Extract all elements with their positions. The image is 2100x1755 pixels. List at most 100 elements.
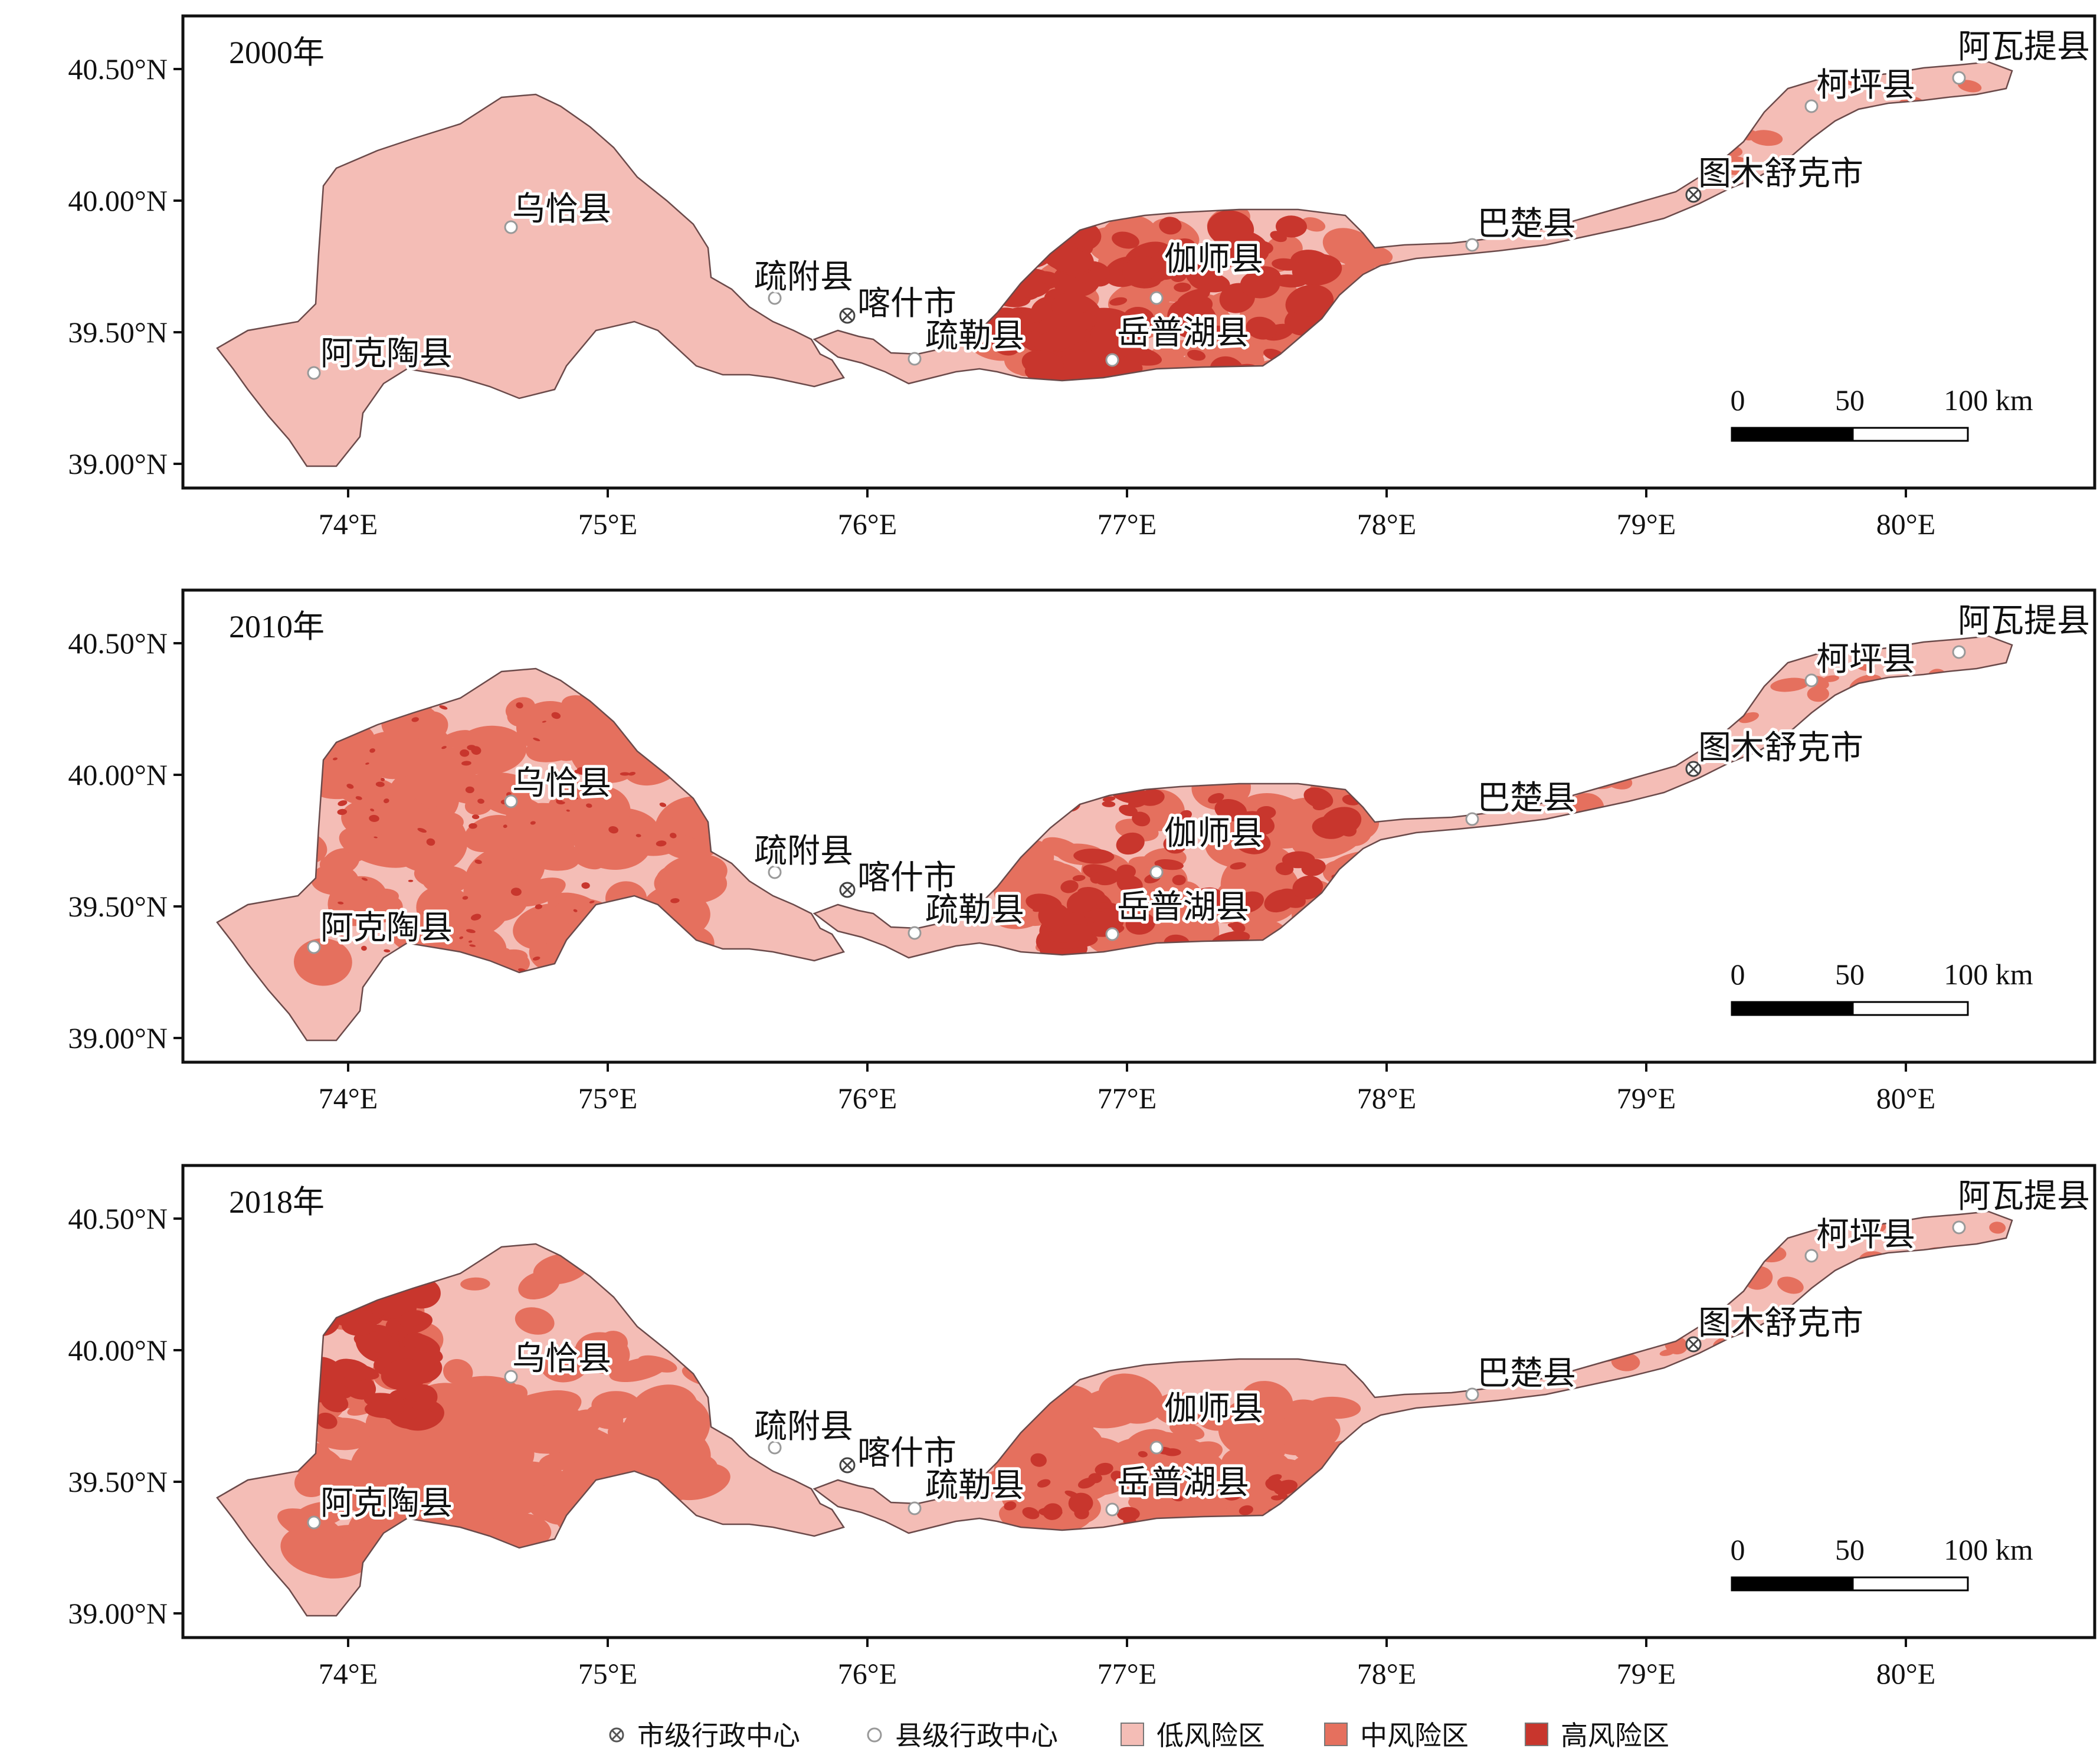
x-tick-label: 78°E <box>1357 1657 1417 1690</box>
place-label: 阿瓦提县 <box>1958 602 2090 640</box>
city-center-marker <box>839 307 856 324</box>
place-label: 柯坪县 <box>1816 1216 1915 1254</box>
scale-bar-label: 50 <box>1835 958 1865 991</box>
county-center-marker <box>1952 645 1966 659</box>
county-center-marker <box>768 291 782 305</box>
county-center-marker <box>504 1370 518 1384</box>
county-center-marker <box>504 220 518 234</box>
legend-item-mid: 中风险区 <box>1324 1720 1469 1751</box>
place-label: 乌恰县 <box>512 1340 611 1378</box>
year-label: 2000年 <box>229 35 325 70</box>
x-tick-label: 79°E <box>1617 507 1676 541</box>
place-label: 柯坪县 <box>1816 66 1915 104</box>
place-label: 巴楚县 <box>1477 1354 1576 1393</box>
legend: 市级行政中心 县级行政中心 低风险区 中风险区 高风险区 <box>609 1720 1669 1751</box>
place-label: 岳普湖县 <box>1117 314 1249 352</box>
high-risk-patches-south <box>1019 307 1143 384</box>
county-center-marker <box>1804 673 1819 687</box>
x-tick-label: 79°E <box>1617 1657 1676 1690</box>
legend-item-low: 低风险区 <box>1121 1720 1265 1751</box>
y-tick-label: 39.00°N <box>68 1021 168 1055</box>
legend-swatch-high <box>1525 1723 1548 1746</box>
county-center-marker <box>1149 1440 1164 1455</box>
county-center-marker <box>1105 927 1119 941</box>
scale-bar-label: 0 <box>1731 1533 1745 1566</box>
county-center-marker <box>1465 238 1479 252</box>
city-center-marker <box>839 882 856 898</box>
x-tick-label: 76°E <box>838 1082 897 1115</box>
x-tick-label: 74°E <box>319 1082 378 1115</box>
county-center-marker <box>504 794 518 808</box>
county-center-marker <box>1952 1220 1966 1235</box>
place-label: 图木舒克市 <box>1698 729 1863 767</box>
y-tick-label: 40.00°N <box>68 184 168 217</box>
county-center-marker <box>1804 1249 1819 1263</box>
place-label: 喀什市 <box>857 1434 956 1472</box>
county-center-marker <box>1465 1387 1479 1402</box>
x-tick-label: 76°E <box>838 507 897 541</box>
county-center-marker <box>908 352 922 366</box>
place-label: 柯坪县 <box>1816 640 1915 679</box>
scale-bar-label: 100 km <box>1944 1533 2033 1566</box>
place-label: 岳普湖县 <box>1117 1463 1249 1502</box>
legend-item-city-center: 市级行政中心 <box>609 1720 800 1751</box>
scale-bar-label: 100 km <box>1944 384 2033 417</box>
place-label: 乌恰县 <box>512 190 611 228</box>
scale-bar-label: 50 <box>1835 1533 1865 1566</box>
x-tick-label: 78°E <box>1357 1082 1417 1115</box>
scale-bar: 0 50 100 km <box>1731 384 2033 442</box>
panel-frame <box>181 14 2096 490</box>
place-label: 阿克陶县 <box>320 335 453 373</box>
place-label: 岳普湖县 <box>1117 888 1249 926</box>
high-risk-patches-nw <box>293 1278 444 1431</box>
y-tick-label: 40.50°N <box>68 627 168 660</box>
place-label: 阿克陶县 <box>320 1484 453 1522</box>
panel-frame <box>181 1164 2096 1639</box>
legend-label-mid: 中风险区 <box>1360 1720 1469 1751</box>
place-label: 疏附县 <box>754 1407 853 1446</box>
place-label: 伽师县 <box>1164 814 1263 853</box>
region-west-base <box>217 94 844 466</box>
county-center-marker <box>1804 99 1819 113</box>
x-tick-label: 75°E <box>578 1657 638 1690</box>
county-center-marker <box>307 1515 321 1530</box>
legend-swatch-mid <box>1324 1723 1348 1746</box>
place-label: 图木舒克市 <box>1698 1304 1863 1343</box>
legend-label-low: 低风险区 <box>1157 1720 1265 1751</box>
county-center-marker <box>908 1501 922 1515</box>
y-tick-label: 39.00°N <box>68 447 168 480</box>
x-tick-label: 77°E <box>1097 1657 1157 1690</box>
scale-bar: 0 50 100 km <box>1731 1533 2033 1592</box>
hollow-circle-icon <box>867 1727 882 1743</box>
place-label: 巴楚县 <box>1477 205 1576 243</box>
place-label: 巴楚县 <box>1477 779 1576 817</box>
y-tick-label: 39.00°N <box>68 1597 168 1630</box>
city-center-marker <box>1685 1336 1702 1353</box>
place-label: 喀什市 <box>857 284 956 323</box>
county-center-marker <box>1465 812 1479 826</box>
legend-label-high: 高风险区 <box>1561 1720 1669 1751</box>
x-tick-label: 77°E <box>1097 507 1157 541</box>
x-tick-label: 79°E <box>1617 1082 1676 1115</box>
x-tick-label: 77°E <box>1097 1082 1157 1115</box>
county-center-marker <box>908 926 922 940</box>
legend-swatch-low <box>1121 1723 1144 1746</box>
county-center-marker <box>768 865 782 879</box>
city-center-marker <box>1685 761 1702 777</box>
scale-bar-label: 100 km <box>1944 958 2033 991</box>
y-tick-label: 39.50°N <box>68 890 168 923</box>
city-center-marker <box>839 1457 856 1474</box>
x-tick-label: 80°E <box>1876 1657 1936 1690</box>
scale-bar-label: 0 <box>1731 384 1745 417</box>
place-label: 乌恰县 <box>512 764 611 803</box>
x-tick-label: 75°E <box>578 507 638 541</box>
x-tick-label: 80°E <box>1876 1082 1936 1115</box>
y-tick-label: 39.50°N <box>68 1465 168 1498</box>
place-label: 阿瓦提县 <box>1958 1177 2090 1216</box>
y-tick-label: 40.50°N <box>68 1202 168 1235</box>
